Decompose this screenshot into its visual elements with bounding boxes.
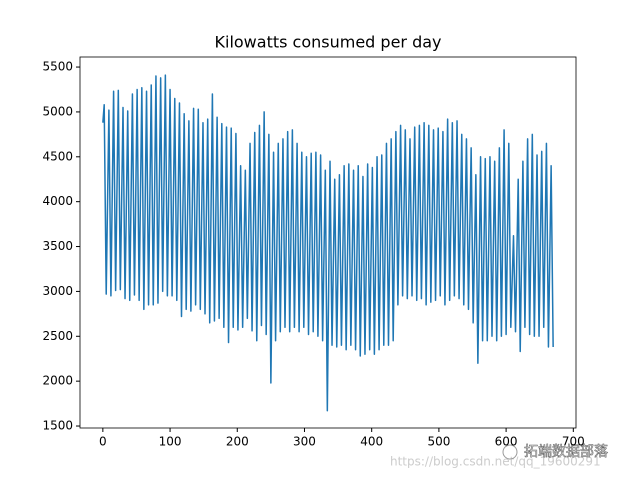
y-tick-label: 2500 — [42, 329, 73, 343]
x-tick-label: 600 — [495, 435, 518, 449]
chart-title: Kilowatts consumed per day — [215, 33, 442, 52]
y-tick-label: 4000 — [42, 194, 73, 208]
watermark-brand: 拓端数据部落 — [524, 444, 608, 460]
y-tick-label: 3000 — [42, 284, 73, 298]
plot-frame — [79, 56, 577, 429]
x-tick-label: 300 — [293, 435, 316, 449]
watermark-url: https://blog.csdn.net/qq_19600291 — [390, 455, 601, 469]
x-tick-label: 0 — [99, 435, 107, 449]
y-tick-label: 4500 — [42, 149, 73, 163]
x-tick-label: 200 — [226, 435, 249, 449]
y-tick-label: 5500 — [42, 60, 73, 74]
x-tick-label: 700 — [562, 435, 585, 449]
y-tick-label: 5000 — [42, 104, 73, 118]
y-tick-label: 2000 — [42, 374, 73, 388]
data-line — [102, 74, 554, 412]
watermark-icon — [502, 444, 518, 460]
y-tick-label: 3500 — [42, 239, 73, 253]
x-tick-label: 100 — [159, 435, 182, 449]
y-tick-label: 1500 — [42, 419, 73, 433]
x-tick-label: 500 — [427, 435, 450, 449]
x-tick-label: 400 — [360, 435, 383, 449]
